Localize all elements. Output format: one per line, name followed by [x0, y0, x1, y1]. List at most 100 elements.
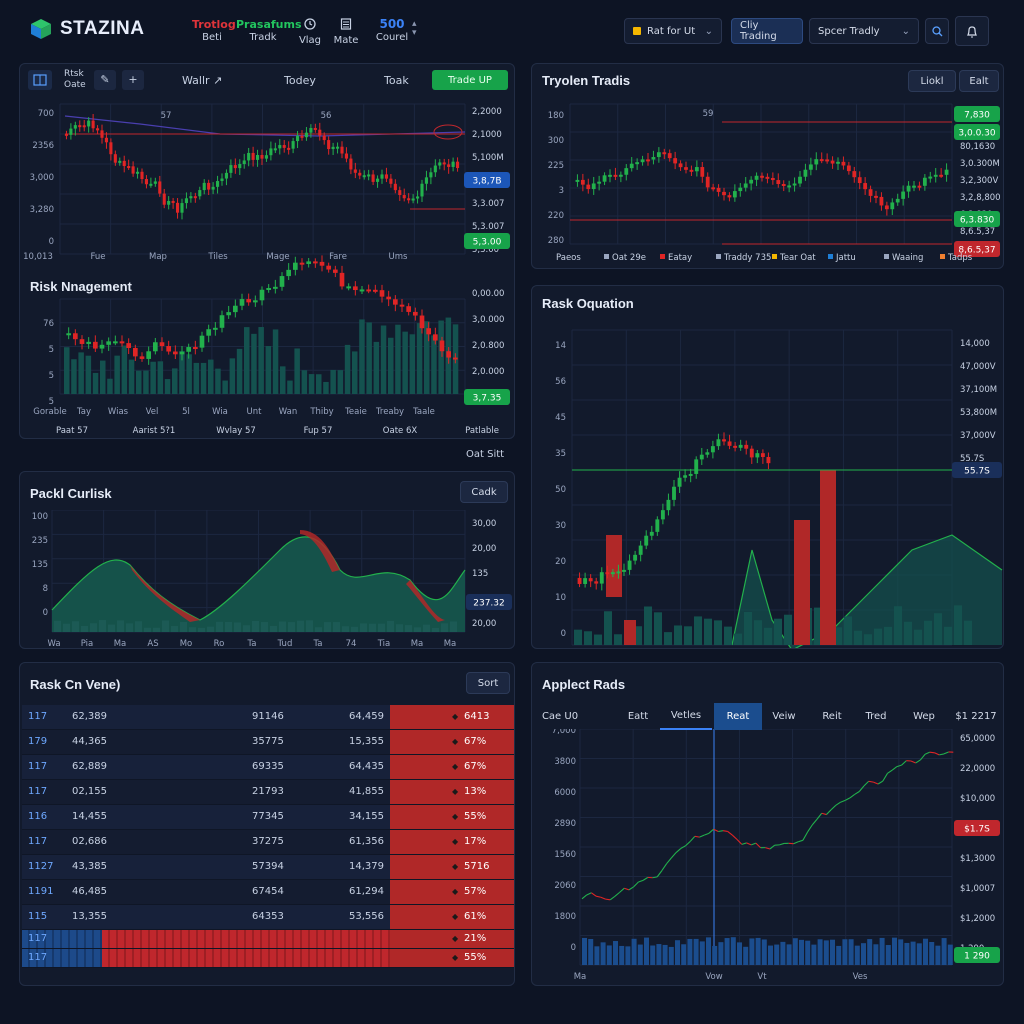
table-row[interactable]: 117 02,686 37275 61,356 ◆ 17% — [22, 830, 514, 855]
main-candle — [349, 158, 353, 170]
row-id: 117 — [28, 786, 48, 797]
red-bar — [606, 535, 622, 597]
table-row[interactable]: 1191 46,485 67454 61,294 ◆ 57% — [22, 880, 514, 905]
tryolen-candle — [917, 185, 922, 188]
eq-candle — [744, 444, 749, 449]
main-candle — [353, 169, 357, 173]
tryolen-candlestick-chart[interactable]: 180 300 225 3 220 280 7,830 3,0.0.30 80,1630 3,0.… — [532, 94, 1004, 269]
table-row[interactable]: 117 62,389 91146 64,459 ◆ 6413 — [22, 705, 514, 730]
table-row[interactable]: 179 44,365 35775 15,355 ◆ 67% — [22, 730, 514, 755]
volume-bar — [823, 940, 829, 965]
packl-x-label: Wa — [47, 639, 60, 649]
volume-bar — [222, 380, 228, 394]
red-bar — [624, 620, 636, 645]
table-row[interactable]: 117 ◆ 55% — [22, 949, 514, 968]
price-line-segment — [619, 887, 625, 893]
nav-item-trotlog[interactable]: Trotlog Beti — [192, 18, 236, 44]
layout-button[interactable] — [28, 70, 52, 90]
toolbar-filter-2[interactable]: Todey — [284, 74, 316, 87]
nav-item-prasafums[interactable]: Prasafums Tradk — [236, 18, 302, 44]
main-candle — [96, 128, 100, 131]
main-candle — [91, 120, 95, 129]
trading-button[interactable]: Cliy Trading — [731, 18, 803, 44]
main-candlestick-chart[interactable]: 700 2356 3,000 3,280 0 2,2000 2,1000 5,100M 3,8,… — [20, 94, 515, 439]
draw-tool-button[interactable]: ✎ — [94, 70, 116, 90]
eq-candle — [660, 510, 665, 520]
trade-up-button[interactable]: Trade UP — [432, 70, 508, 90]
applect-y-left-label: 2890 — [554, 819, 576, 829]
packl-y-right-label: 30,00 — [472, 519, 496, 529]
applect-tab-8[interactable]: $1 2217 — [955, 711, 997, 722]
applect-tab-5[interactable]: Reit — [822, 711, 842, 722]
eq-y-left-label: 35 — [555, 449, 566, 459]
sort-button[interactable]: Sort — [466, 672, 510, 694]
applect-tab-3[interactable]: Reat — [714, 703, 762, 730]
eq-y-right-label: 53,800M — [960, 408, 997, 418]
volume-bar — [805, 940, 811, 965]
applect-tab-1[interactable]: Eatt — [627, 711, 649, 722]
notifications-button[interactable] — [955, 16, 989, 46]
volume-bar — [737, 942, 742, 965]
table-row[interactable]: 115 13,355 64353 53,556 ◆ 61% — [22, 905, 514, 930]
eq-y-right-label: 47,000V — [960, 362, 996, 372]
tryolen-candle — [781, 184, 786, 187]
main-candle — [198, 190, 202, 197]
tryolen-candle — [727, 195, 732, 198]
main-candle — [420, 183, 424, 197]
change-percent: 55% — [464, 952, 487, 963]
search-button[interactable] — [925, 18, 949, 44]
risk-x-label: Treaby — [375, 407, 404, 417]
main-candle — [131, 166, 135, 174]
volume-bar — [704, 618, 712, 645]
tryolen-candle — [591, 183, 596, 190]
price-line-segment — [934, 752, 940, 756]
volume-bar — [432, 627, 439, 632]
table-row[interactable]: 117 62,889 69335 64,435 ◆ 67% — [22, 755, 514, 780]
rask-equation-chart[interactable]: 14 56 45 35 50 30 20 10 0 14,000 47,000V 37,100M 53,… — [532, 320, 1004, 649]
risk-management-title: Risk Nnagement — [30, 279, 132, 294]
nav-item-vlag[interactable]: Vlag — [296, 18, 324, 47]
packl-button[interactable]: Cadk — [460, 481, 508, 503]
applect-tab-0[interactable]: Cae U0 — [541, 711, 579, 722]
filter-label: Wallr — [182, 74, 210, 87]
table-row[interactable]: 1127 43,385 57394 14,379 ◆ 5716 — [22, 855, 514, 880]
applect-tab-2[interactable]: Vetles — [660, 703, 712, 730]
nav-item-courel[interactable]: 500 Courel — [372, 18, 412, 44]
toolbar-filter-1[interactable]: Wallr ↗ — [182, 74, 222, 87]
volume-bar — [150, 361, 156, 394]
tryolen-button-1[interactable]: Liokl — [908, 70, 956, 92]
applect-tab-6[interactable]: Tred — [865, 711, 887, 722]
packl-area-chart[interactable]: 1002351358030,0020,00135237.3220,00237.3… — [20, 510, 515, 649]
add-button[interactable]: + — [122, 70, 144, 90]
volume-bar — [834, 627, 842, 645]
volume-bar — [600, 942, 606, 965]
grid-icon — [33, 74, 47, 86]
risk-candle — [373, 289, 378, 292]
nav-item-mate[interactable]: Mate — [332, 18, 360, 47]
eq-candle — [699, 454, 704, 460]
eq-candle — [638, 545, 643, 555]
risk-candle — [393, 299, 398, 305]
strategy-label: Spcer Tradly — [818, 25, 880, 37]
toolbar-filter-3[interactable]: Toak — [384, 74, 409, 87]
table-row[interactable]: 117 02,155 21793 41,855 ◆ 13% — [22, 780, 514, 805]
change-percent: 13% — [464, 786, 487, 797]
account-select[interactable]: Rat for Ut ⌄ — [624, 18, 722, 44]
applect-tab-4[interactable]: Veiw — [772, 711, 796, 722]
table-row[interactable]: 117 ◆ 21% — [22, 930, 514, 949]
applect-x-label: Ma — [574, 972, 587, 982]
chevron-updown-icon[interactable]: ▴ ▾ — [412, 19, 417, 38]
table-row[interactable]: 116 14,455 77345 34,155 ◆ 55% — [22, 805, 514, 830]
applect-tab-7[interactable]: Wep — [913, 711, 935, 722]
strategy-select[interactable]: Spcer Tradly ⌄ — [809, 18, 919, 44]
applect-y-right-label: $10,000 — [960, 794, 995, 804]
tryolen-candle — [684, 167, 688, 170]
volume-bar — [814, 607, 822, 645]
app-logo[interactable]: STAZINA — [30, 18, 144, 40]
tryolen-button-2[interactable]: Ealt — [959, 70, 999, 92]
value-c: 61,356 — [349, 836, 384, 847]
applect-line-chart[interactable]: 7,000 3800 6000 2890 1560 2060 1800 0 65,0000 22,… — [532, 729, 1004, 986]
tryolen-price-4-tag — [954, 241, 1000, 257]
main-candle — [376, 178, 380, 182]
packl-x-label: Pia — [81, 639, 94, 649]
